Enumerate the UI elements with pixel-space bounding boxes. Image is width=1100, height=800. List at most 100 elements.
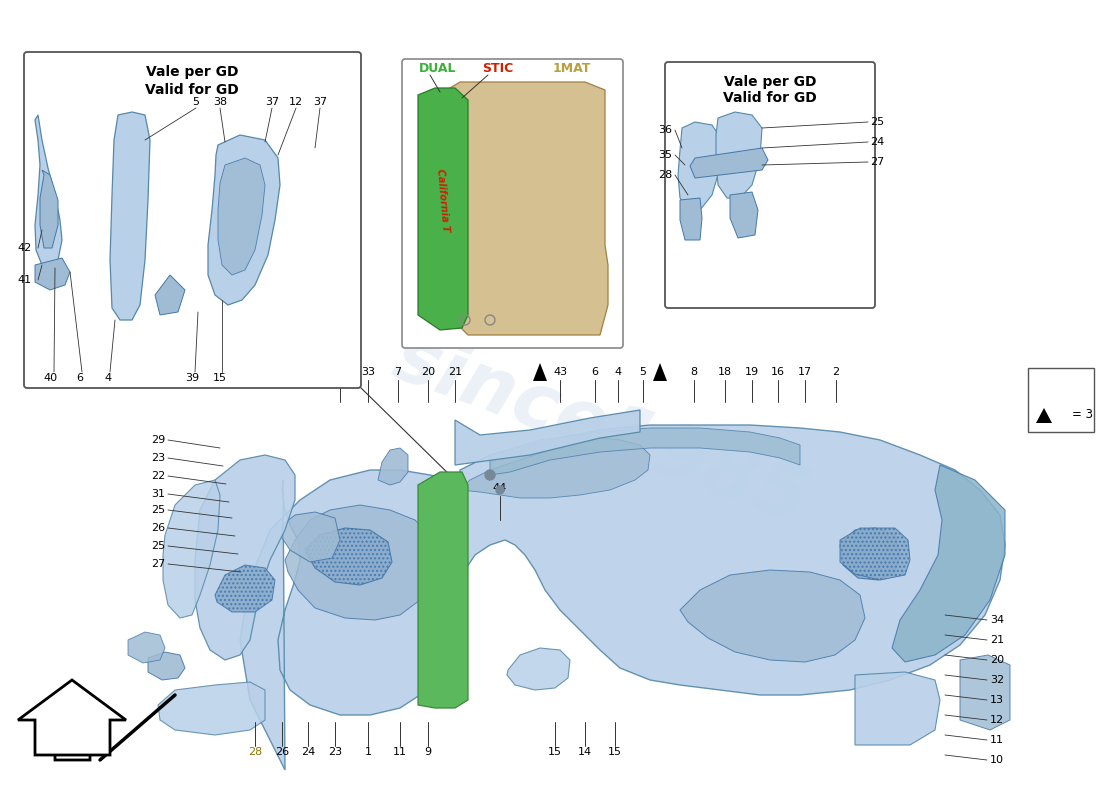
Polygon shape [158, 682, 265, 735]
Polygon shape [855, 672, 940, 745]
Polygon shape [680, 570, 865, 662]
Polygon shape [285, 505, 435, 620]
Text: 11: 11 [990, 735, 1004, 745]
Text: 15: 15 [548, 747, 562, 757]
Text: 25: 25 [151, 541, 165, 551]
Polygon shape [35, 258, 70, 290]
Text: since1985: since1985 [383, 321, 817, 539]
Text: STIC: STIC [483, 62, 514, 74]
Circle shape [485, 470, 495, 480]
Text: 25: 25 [870, 117, 884, 127]
Text: 5: 5 [639, 367, 647, 377]
Text: 12: 12 [990, 715, 1004, 725]
Text: 20: 20 [421, 367, 436, 377]
Text: Vale per GD: Vale per GD [724, 75, 816, 89]
Polygon shape [110, 112, 150, 320]
Polygon shape [840, 528, 900, 580]
Text: Vale per GD: Vale per GD [145, 65, 239, 79]
Polygon shape [39, 700, 106, 760]
Text: = 3: = 3 [1072, 409, 1093, 422]
Text: Valid for GD: Valid for GD [723, 91, 817, 105]
Text: 35: 35 [658, 150, 672, 160]
FancyBboxPatch shape [402, 59, 623, 348]
Text: 31: 31 [151, 489, 165, 499]
Text: 26: 26 [275, 747, 289, 757]
Text: 1: 1 [364, 747, 372, 757]
Polygon shape [653, 363, 667, 381]
Text: DUAL: DUAL [419, 62, 456, 74]
Text: 33: 33 [361, 367, 375, 377]
Text: 5: 5 [192, 97, 199, 107]
FancyBboxPatch shape [1028, 368, 1094, 432]
Text: 6: 6 [77, 373, 84, 383]
Text: 26: 26 [151, 523, 165, 533]
Polygon shape [960, 655, 1010, 730]
Text: California T: California T [436, 168, 451, 232]
Text: 9: 9 [425, 747, 431, 757]
Text: 42: 42 [18, 243, 32, 253]
Polygon shape [208, 135, 280, 305]
Text: 37: 37 [312, 97, 327, 107]
Text: 28: 28 [248, 747, 262, 757]
Text: 38: 38 [213, 97, 227, 107]
Polygon shape [690, 148, 768, 178]
Text: 39: 39 [185, 373, 199, 383]
Text: 4: 4 [615, 367, 622, 377]
Polygon shape [128, 632, 165, 663]
Polygon shape [455, 410, 640, 465]
Text: 7: 7 [395, 367, 402, 377]
Polygon shape [418, 472, 468, 708]
Text: 27: 27 [151, 559, 165, 569]
Text: 6: 6 [592, 367, 598, 377]
Text: 22: 22 [151, 471, 165, 481]
Polygon shape [460, 438, 650, 498]
Text: 30: 30 [333, 367, 346, 377]
Polygon shape [214, 565, 275, 612]
Text: 18: 18 [718, 367, 733, 377]
Circle shape [496, 486, 504, 494]
Text: 20: 20 [990, 655, 1004, 665]
Polygon shape [680, 198, 702, 240]
Text: 32: 32 [990, 675, 1004, 685]
Polygon shape [35, 115, 62, 270]
FancyBboxPatch shape [666, 62, 874, 308]
Polygon shape [18, 680, 126, 755]
Text: 44: 44 [493, 483, 507, 493]
Text: 14: 14 [578, 747, 592, 757]
Text: 24: 24 [301, 747, 315, 757]
Polygon shape [840, 528, 910, 580]
Text: 27: 27 [870, 157, 884, 167]
Text: 1MAT: 1MAT [553, 62, 591, 74]
Text: 21: 21 [990, 635, 1004, 645]
Polygon shape [240, 425, 1005, 770]
Text: 34: 34 [990, 615, 1004, 625]
Text: 36: 36 [658, 125, 672, 135]
Polygon shape [40, 170, 58, 248]
Polygon shape [730, 192, 758, 238]
Polygon shape [678, 122, 722, 210]
Polygon shape [148, 652, 185, 680]
Polygon shape [305, 528, 392, 585]
Polygon shape [195, 455, 295, 660]
Text: 13: 13 [990, 695, 1004, 705]
Text: 23: 23 [151, 453, 165, 463]
Text: 10: 10 [990, 755, 1004, 765]
Polygon shape [490, 428, 800, 475]
Text: 12: 12 [289, 97, 304, 107]
Text: 37: 37 [265, 97, 279, 107]
FancyBboxPatch shape [24, 52, 361, 388]
Polygon shape [448, 82, 608, 335]
Polygon shape [378, 448, 408, 485]
Text: 15: 15 [608, 747, 622, 757]
Text: 16: 16 [771, 367, 785, 377]
Polygon shape [534, 363, 547, 381]
Text: 2: 2 [833, 367, 839, 377]
Polygon shape [218, 158, 265, 275]
Text: 23: 23 [328, 747, 342, 757]
Polygon shape [892, 465, 1005, 662]
Text: 24: 24 [870, 137, 884, 147]
Polygon shape [716, 112, 762, 198]
Text: 11: 11 [393, 747, 407, 757]
Text: 19: 19 [745, 367, 759, 377]
Text: 43: 43 [553, 367, 568, 377]
